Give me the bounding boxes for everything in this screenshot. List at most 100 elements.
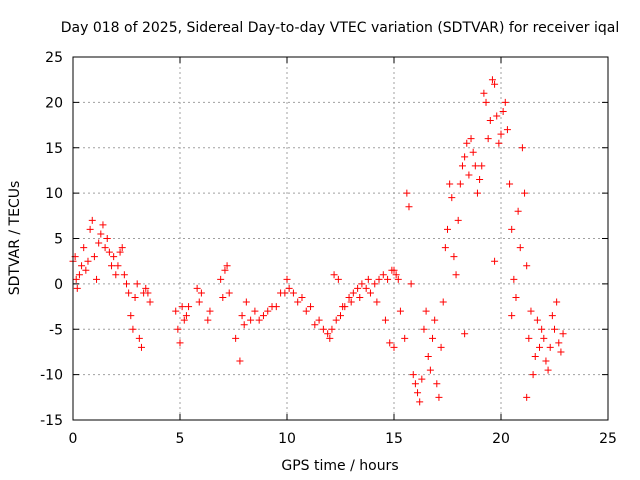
data-point [75, 271, 83, 279]
x-tick-label: 0 [69, 431, 78, 447]
data-point [326, 334, 334, 342]
data-point [97, 230, 105, 238]
data-point [114, 262, 122, 270]
data-point [439, 298, 447, 306]
data-point [337, 312, 344, 320]
data-point [414, 389, 422, 397]
data-point [381, 316, 389, 324]
data-point [146, 298, 154, 306]
data-point [540, 334, 548, 342]
grid-lines [73, 57, 608, 420]
data-point [319, 325, 327, 333]
data-point [394, 275, 402, 283]
data-point [456, 180, 464, 188]
y-tick-label: -5 [49, 322, 63, 338]
data-point [411, 380, 419, 388]
data-point [219, 293, 227, 301]
data-point [294, 298, 302, 306]
data-point [518, 144, 526, 152]
data-point [238, 312, 246, 320]
x-tick-label: 25 [599, 431, 617, 447]
data-point [373, 298, 381, 306]
data-point [548, 312, 556, 320]
data-point [473, 189, 481, 197]
data-point [99, 221, 107, 229]
data-point [551, 325, 558, 333]
data-point [93, 275, 101, 283]
data-point [264, 307, 272, 315]
data-point [328, 325, 336, 333]
data-point [418, 375, 426, 383]
data-point [384, 275, 392, 283]
data-point [446, 180, 454, 188]
data-point [510, 275, 518, 283]
data-point [118, 244, 126, 252]
data-point [525, 334, 533, 342]
data-point [405, 203, 413, 211]
y-tick-label: 25 [45, 50, 63, 66]
data-point [461, 330, 469, 338]
data-point [206, 307, 214, 315]
x-tick-label: 20 [492, 431, 510, 447]
data-point [315, 316, 323, 324]
data-point [105, 248, 113, 256]
data-point [486, 117, 494, 125]
data-point [324, 330, 332, 338]
data-point [78, 262, 86, 270]
data-point [195, 298, 203, 306]
data-point [403, 189, 411, 197]
data-point [362, 284, 370, 292]
data-point [480, 89, 488, 97]
data-point [426, 366, 434, 374]
data-point [448, 194, 456, 202]
x-axis-label: GPS time / hours [281, 458, 398, 474]
data-point [531, 352, 539, 360]
data-point [174, 325, 182, 333]
data-point [536, 343, 544, 351]
data-point [311, 321, 319, 329]
data-point [559, 330, 567, 338]
data-point [345, 293, 353, 301]
y-tick-label: 0 [54, 277, 63, 293]
data-point [409, 371, 417, 379]
data-point [407, 280, 415, 288]
data-point [204, 316, 212, 324]
data-point [133, 280, 141, 288]
data-point [478, 162, 486, 170]
data-point [103, 235, 111, 242]
data-point [375, 275, 383, 283]
axis-ticks: 0 5 10 15 20 25 -15 -10 -5 0 5 10 15 20 25 [40, 50, 617, 447]
data-point [491, 80, 499, 88]
data-point [416, 398, 424, 406]
data-point [501, 98, 509, 106]
data-point [283, 275, 291, 283]
data-point [131, 293, 139, 301]
data-point [493, 112, 501, 120]
data-point [401, 334, 409, 342]
data-point [469, 148, 477, 156]
y-tick-label: 5 [54, 232, 63, 248]
x-tick-label: 5 [176, 431, 185, 447]
data-point [73, 284, 81, 292]
data-point [135, 334, 143, 342]
data-point [420, 325, 428, 333]
data-point [386, 339, 394, 347]
y-tick-label: 15 [45, 141, 63, 157]
data-point [555, 339, 563, 347]
data-point [499, 107, 507, 115]
data-points [69, 76, 567, 406]
data-point [521, 189, 529, 197]
data-point [553, 298, 561, 306]
data-point [255, 316, 263, 324]
data-point [506, 180, 514, 188]
data-point [112, 271, 120, 279]
data-point [197, 289, 205, 297]
data-point [172, 307, 180, 315]
data-point [176, 339, 184, 347]
data-point [441, 244, 449, 252]
data-point [127, 312, 135, 320]
data-point [110, 253, 118, 261]
data-point [247, 316, 255, 324]
data-point [272, 303, 280, 311]
data-point [298, 293, 306, 301]
